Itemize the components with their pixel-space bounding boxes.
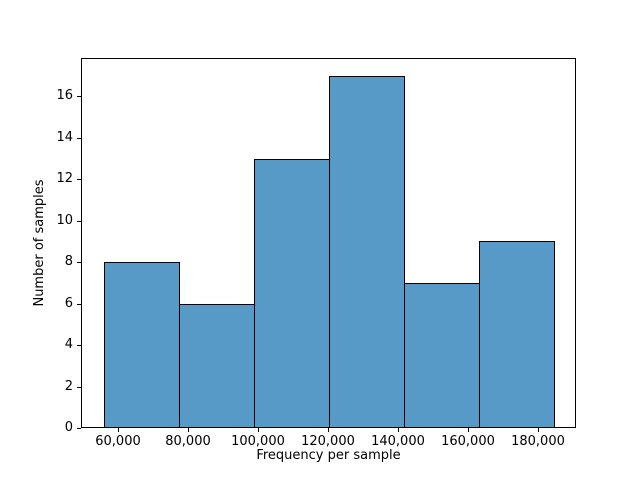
x-tick-mark: [468, 428, 469, 432]
x-tick-mark: [398, 428, 399, 432]
y-tick-label: 0: [64, 420, 73, 435]
x-tick-mark: [118, 428, 119, 432]
y-tick-label: 14: [56, 130, 73, 145]
x-tick-mark: [328, 428, 329, 432]
y-tick-label: 16: [56, 88, 73, 103]
y-tick-label: 4: [64, 337, 73, 352]
plot-area: [81, 58, 576, 428]
y-tick-mark: [77, 428, 81, 429]
x-tick-mark: [188, 428, 189, 432]
y-axis-label: Number of samples: [32, 179, 47, 307]
x-axis-label: Frequency per sample: [256, 448, 401, 463]
x-tick-mark: [258, 428, 259, 432]
x-tick-mark: [538, 428, 539, 432]
y-tick-label: 2: [64, 379, 73, 394]
